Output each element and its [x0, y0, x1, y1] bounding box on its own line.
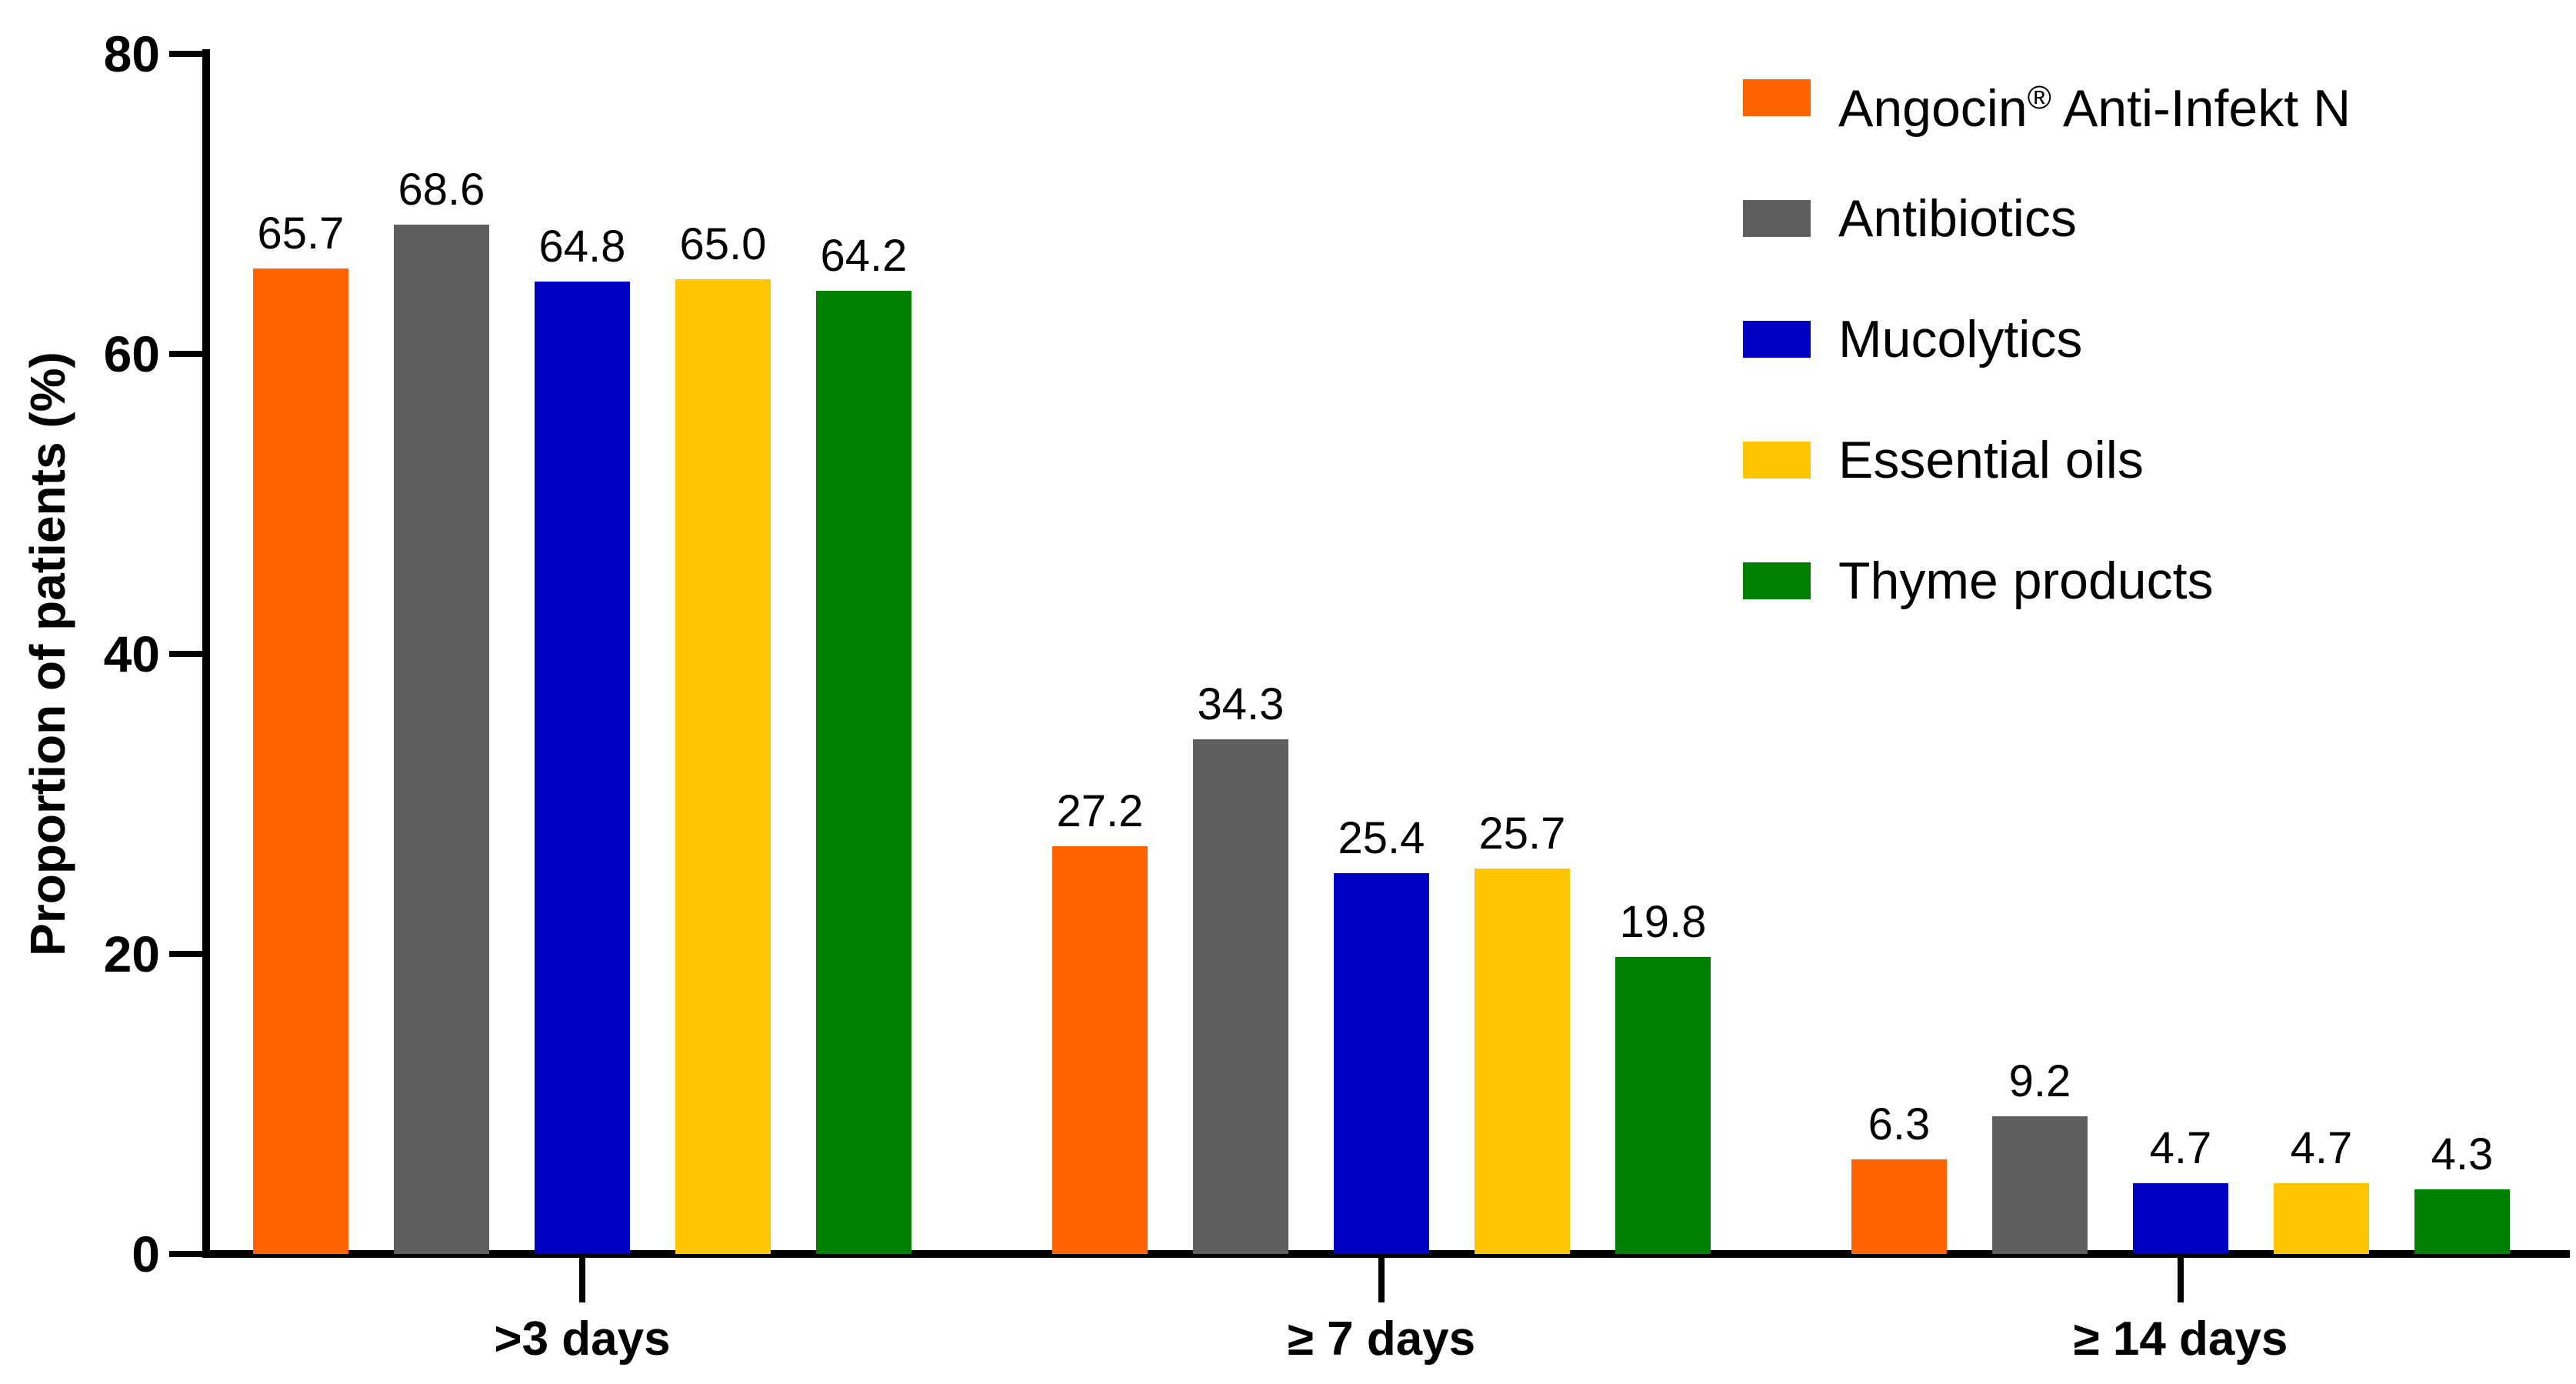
bar-value-label: 68.6	[398, 165, 485, 215]
bar-value-label: 64.2	[820, 231, 908, 282]
y-tick-label-80: 80	[103, 25, 160, 82]
legend-swatch-5	[1743, 562, 1811, 599]
x-category-label-2: ≥ 14 days	[2073, 1312, 2288, 1366]
legend-label-3: Mucolytics	[1838, 310, 2083, 369]
bar-mucolytics-g1	[1334, 872, 1429, 1254]
bar-value-label: 19.8	[1619, 896, 1707, 947]
bar-value-label: 27.2	[1056, 785, 1144, 836]
bar-value-label: 34.3	[1197, 679, 1285, 730]
bar-value-label: 4.3	[2431, 1129, 2494, 1180]
bar-value-label: 65.0	[679, 218, 767, 269]
bar-antibiotics-g0	[394, 225, 489, 1254]
y-tick-mark-80	[169, 51, 206, 57]
y-tick-mark-20	[169, 951, 206, 957]
bar-mucolytics-g0	[535, 282, 630, 1254]
registered-trademark-symbol: ®	[2027, 79, 2051, 115]
legend-label-2: Antibiotics	[1838, 189, 2077, 248]
y-tick-label-20: 20	[103, 925, 160, 982]
bar-value-label: 65.7	[257, 208, 345, 258]
x-axis-line	[202, 1250, 2570, 1258]
bar-value-label: 6.3	[1868, 1099, 1931, 1150]
x-tick-mark-2	[2178, 1258, 2184, 1302]
bar-angocin-anti-infekt-n-g1	[1052, 845, 1148, 1254]
y-tick-mark-0	[169, 1251, 206, 1257]
y-tick-label-0: 0	[132, 1226, 160, 1282]
bar-value-label: 4.7	[2290, 1123, 2353, 1174]
legend-label-4: Essential oils	[1838, 431, 2144, 489]
bar-thyme-products-g1	[1615, 956, 1711, 1254]
bar-essential-oils-g2	[2274, 1183, 2369, 1254]
bar-essential-oils-g1	[1475, 868, 1570, 1254]
legend-label-1: Angocin® Anti-Infekt N	[1838, 79, 2351, 138]
x-tick-mark-0	[579, 1258, 585, 1302]
legend-swatch-4	[1743, 442, 1811, 479]
legend-swatch-2	[1743, 200, 1811, 237]
bar-angocin-anti-infekt-n-g0	[253, 268, 348, 1254]
x-category-label-0: >3 days	[494, 1312, 671, 1366]
bar-antibiotics-g2	[1992, 1116, 2088, 1254]
bar-antibiotics-g1	[1193, 739, 1288, 1254]
bar-essential-oils-g0	[675, 278, 771, 1254]
legend-swatch-3	[1743, 321, 1811, 358]
legend-label-5: Thyme products	[1838, 552, 2214, 610]
bar-value-label: 25.7	[1478, 808, 1566, 859]
y-tick-label-40: 40	[103, 625, 160, 682]
y-axis-line	[202, 49, 210, 1258]
y-tick-mark-60	[169, 351, 206, 357]
y-tick-mark-40	[169, 651, 206, 657]
bar-value-label: 64.8	[538, 222, 626, 272]
bar-value-label: 9.2	[2008, 1056, 2071, 1106]
bar-thyme-products-g0	[816, 291, 911, 1254]
bar-mucolytics-g2	[2133, 1183, 2228, 1254]
bar-thyme-products-g2	[2414, 1189, 2510, 1254]
x-category-label-1: ≥ 7 days	[1287, 1312, 1476, 1366]
x-tick-mark-1	[1378, 1258, 1385, 1302]
bar-angocin-anti-infekt-n-g2	[1851, 1159, 1947, 1254]
bar-value-label: 4.7	[2149, 1123, 2212, 1174]
y-tick-label-60: 60	[103, 325, 160, 382]
bar-value-label: 25.4	[1338, 812, 1425, 863]
legend-swatch-1	[1743, 79, 1811, 116]
